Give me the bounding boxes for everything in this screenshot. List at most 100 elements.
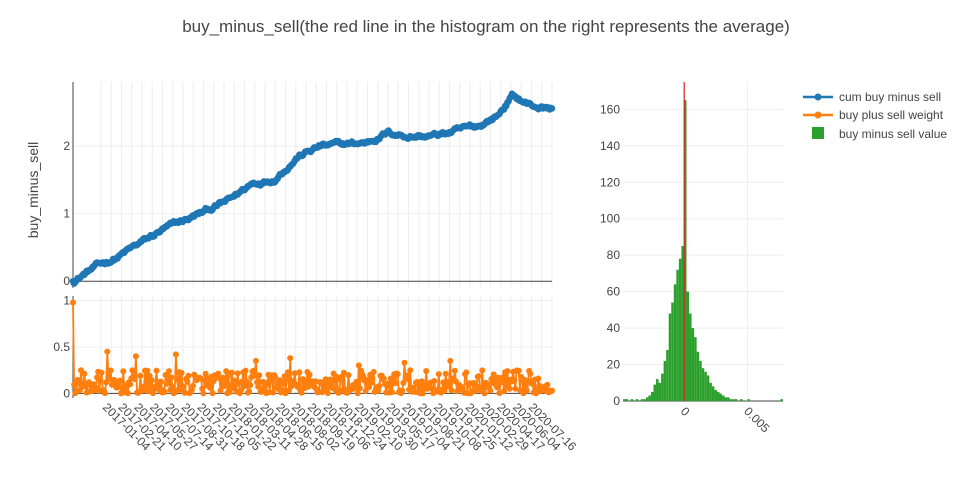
histogram-panel: 0 20 40 60 80 100 120 140 160 0 0.005 [600, 82, 783, 436]
weight-point [182, 389, 188, 396]
weight-point [184, 378, 191, 385]
weight-point [376, 382, 383, 389]
weight-point [255, 383, 262, 390]
weight-point [345, 372, 352, 379]
weight-point [506, 385, 513, 392]
weight-point [362, 388, 369, 394]
weight-point [370, 368, 377, 375]
histogram-y-tick-label: 20 [607, 358, 621, 372]
weight-point [441, 387, 448, 394]
weight-point [544, 381, 551, 388]
histogram-y-ticks: 0 20 40 60 80 100 120 140 160 [600, 102, 620, 408]
histogram-y-tick-label: 40 [607, 321, 621, 335]
weight-point [515, 367, 522, 374]
legend-item-cum[interactable]: cum buy minus sell [803, 90, 941, 104]
weight-point [535, 375, 542, 382]
weight-point [399, 387, 406, 394]
histogram-y-tick-label: 140 [600, 139, 620, 153]
histogram-y-tick-label: 80 [607, 248, 621, 262]
histogram-bar [643, 399, 646, 401]
histogram-bar [650, 391, 654, 401]
histogram-y-tick-label: 160 [600, 102, 620, 116]
weight-point [124, 390, 131, 397]
weight-point [385, 380, 392, 387]
legend-item-hist[interactable]: buy minus sell value [812, 127, 947, 141]
histogram-bar [683, 100, 687, 401]
histogram-gridlines [623, 82, 783, 402]
weight-point [340, 369, 347, 376]
weight-point [97, 377, 104, 384]
weight-point [153, 367, 160, 374]
weight-point [447, 357, 454, 364]
weight-y-ticks: 00.51 [53, 294, 70, 401]
histogram-bar [734, 399, 738, 401]
weight-point [209, 390, 216, 397]
weight-point [283, 374, 290, 381]
weight-point [247, 382, 254, 389]
legend: cum buy minus sell buy plus sell weight … [803, 90, 947, 141]
weight-point [523, 387, 530, 394]
weight-point [280, 380, 287, 387]
weight-point [98, 369, 105, 376]
histogram-bar [678, 258, 682, 401]
weight-point [70, 299, 76, 306]
legend-item-weight[interactable]: buy plus sell weight [803, 108, 944, 122]
weight-point [174, 376, 180, 383]
weight-point [475, 373, 482, 380]
weight-point [501, 388, 507, 395]
weight-point [169, 383, 176, 390]
cum-y-tick-label: 1 [63, 207, 70, 221]
weight-point [298, 389, 305, 396]
cum-point [548, 105, 556, 112]
weight-point [146, 372, 153, 379]
cum-series [69, 90, 556, 287]
histogram-bar [714, 390, 717, 401]
legend-label-cum: cum buy minus sell [839, 90, 941, 104]
date-x-ticks: 2017-01-042017-02-212017-04-102017-05-27… [100, 400, 580, 454]
weight-point [148, 377, 155, 384]
histogram-bar [630, 399, 634, 401]
weight-point [442, 370, 449, 377]
weight-point [106, 375, 113, 382]
histogram-bar [709, 382, 712, 401]
histogram-bar [732, 399, 735, 401]
weight-point [207, 384, 214, 391]
weight-point [254, 379, 261, 386]
weight-point [158, 378, 164, 385]
weight-point [215, 370, 222, 377]
histogram-y-tick-label: 100 [600, 212, 620, 226]
weight-point [104, 348, 111, 355]
weight-point [137, 372, 144, 379]
weight-point [496, 390, 503, 397]
histogram-bar [689, 313, 692, 401]
weight-panel: 00.51 2017-01-042017-02-212017-04-102017… [53, 294, 579, 454]
weight-point [239, 378, 246, 385]
weight-point [201, 377, 208, 384]
weight-point [392, 380, 399, 387]
weight-point [324, 390, 331, 397]
weight-point [267, 377, 274, 383]
histogram-bars [623, 82, 783, 401]
weight-point [431, 378, 438, 384]
weight-point [179, 383, 186, 390]
weight-point [327, 376, 334, 383]
weight-point [120, 368, 127, 375]
weight-point [219, 374, 226, 381]
weight-point [75, 379, 82, 386]
cum-gridlines [72, 82, 553, 288]
weight-point [451, 367, 458, 374]
weight-point [166, 368, 172, 375]
weight-point [356, 385, 363, 392]
weight-point [549, 387, 555, 394]
weight-point [223, 368, 230, 375]
weight-point [463, 369, 470, 376]
histogram-bar [656, 379, 659, 401]
weight-point [185, 372, 192, 379]
histogram-bar [658, 382, 662, 401]
histogram-bar [716, 391, 720, 401]
weight-point [494, 384, 501, 391]
cum-y-ticks: 0 1 2 [63, 139, 70, 288]
weight-series [70, 299, 555, 397]
histogram-bar [686, 291, 690, 401]
histogram-bar [663, 360, 667, 401]
